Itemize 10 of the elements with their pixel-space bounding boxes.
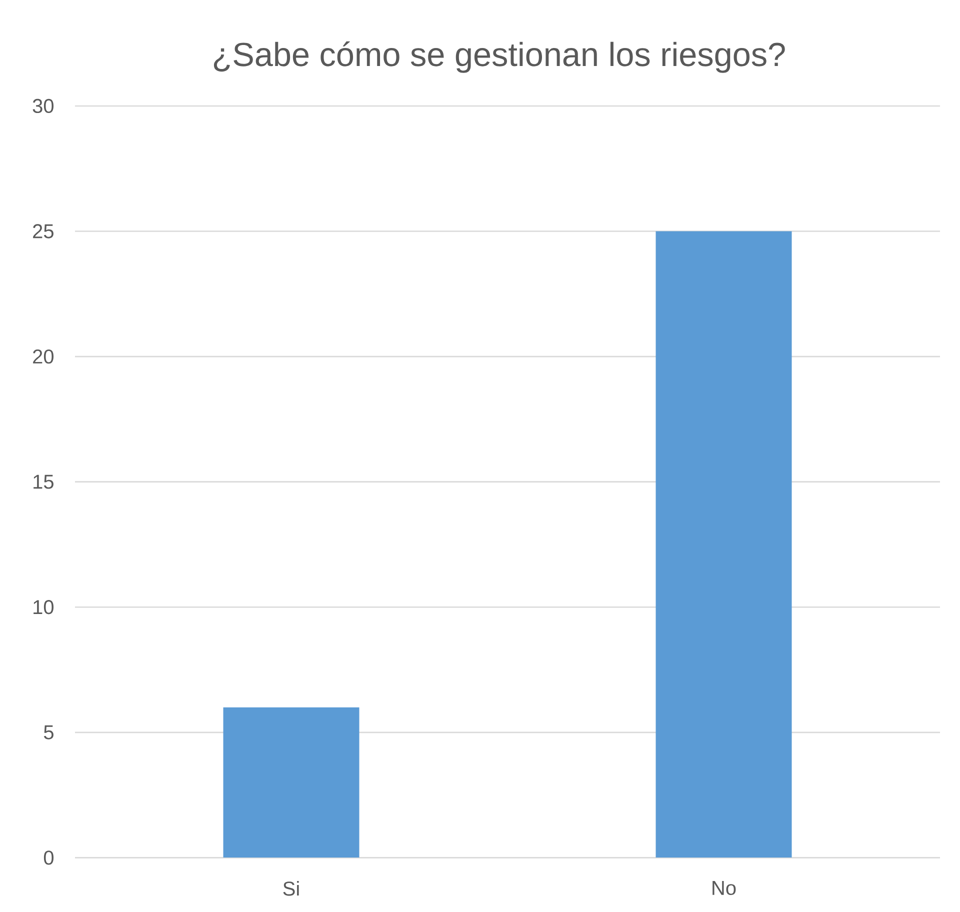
y-tick-label: 20 bbox=[33, 349, 54, 364]
x-tick-label: No bbox=[712, 881, 736, 896]
y-tick-label: 10 bbox=[34, 600, 54, 614]
y-tick-label: 30 bbox=[32, 98, 54, 114]
y-tick-label: 5 bbox=[44, 725, 54, 740]
y-tick-label: 15 bbox=[34, 474, 54, 489]
y-tick-label: 0 bbox=[44, 850, 54, 865]
x-tick-label: Si bbox=[283, 881, 299, 896]
y-tick-label: 25 bbox=[33, 224, 54, 238]
chart-title: ¿Sabe cómo se gestionan los riesgos? bbox=[214, 41, 785, 73]
